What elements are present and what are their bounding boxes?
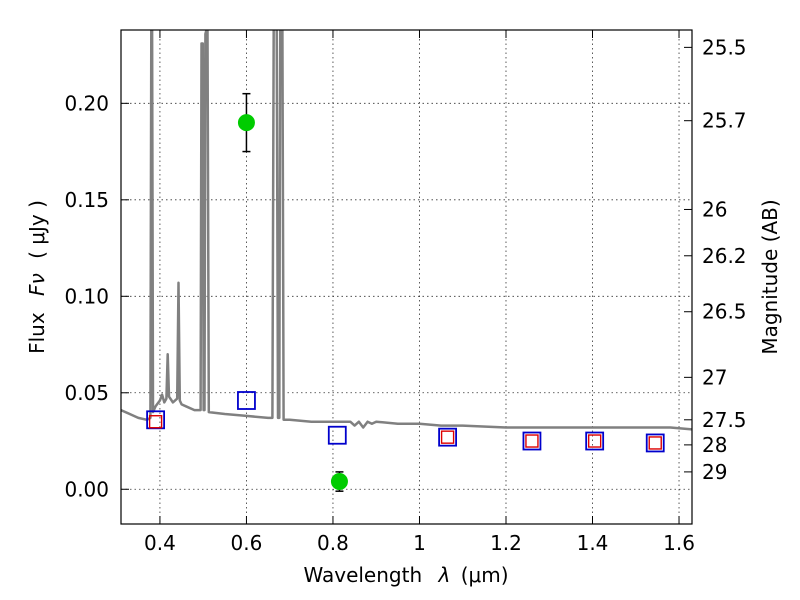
x-axis-label-text: Wavelength	[303, 563, 422, 587]
observed-photometry-marker	[440, 430, 455, 444]
x-tick-label: 1.6	[663, 531, 695, 555]
model-photometry-marker	[645, 433, 665, 453]
plot-frame	[120, 29, 693, 525]
y2-axis-label: Magnitude (AB)	[758, 199, 782, 354]
model-photometry-marker	[327, 425, 347, 445]
detection-point	[330, 473, 348, 491]
x-tick-label: 0.6	[231, 531, 263, 555]
detection-point	[237, 114, 255, 132]
x-tick-label: 0.8	[317, 531, 349, 555]
model-photometry-marker	[522, 431, 542, 451]
y-tick-label: 0.00	[64, 477, 109, 501]
x-axis-label: Wavelength λ (μm)	[303, 563, 508, 587]
model-photometry-marker	[438, 427, 457, 447]
y2-tick-label: 28	[702, 433, 727, 457]
observed-photometry-marker	[525, 434, 539, 448]
y-tick-label: 0.05	[64, 381, 109, 405]
tick-layer: 0.4 0.6 0.8 1 1.2 1.4 1.6 0.00 0.05 0.10 0.15 0.20 2…	[64, 30, 747, 555]
y2-tick-label: 27	[702, 365, 727, 389]
y-tick-label: 0.20	[64, 91, 109, 115]
y2-tick-label: 25.7	[702, 109, 747, 133]
x-tick-label: 0.4	[144, 531, 176, 555]
x-tick-label: 1.4	[577, 531, 609, 555]
y-tick-label: 0.15	[64, 188, 109, 212]
y2-tick-label: 25.5	[702, 35, 747, 59]
y-axis-label-symbol: Fν	[25, 273, 49, 296]
sed-line-layer	[121, 30, 692, 431]
x-axis-label-unit: (μm)	[461, 563, 509, 587]
observed-photometry-marker	[648, 436, 662, 450]
observed-photometry-marker	[148, 415, 163, 429]
y-tick-label: 0.10	[64, 284, 109, 308]
observed-photometry-marker	[587, 434, 602, 448]
y2-tick-label: 27.5	[702, 408, 747, 432]
sed-line	[121, 30, 692, 431]
y2-tick-label: 26.5	[702, 300, 747, 324]
marker-layer	[146, 92, 665, 492]
y2-tick-label: 26	[702, 197, 727, 221]
y-axis-label: Flux Fν ( μJy )	[25, 200, 49, 354]
y-axis-label-unit: ( μJy )	[25, 200, 49, 259]
model-photometry-marker	[585, 431, 605, 451]
x-tick-label: 1	[413, 531, 426, 555]
y2-tick-label: 26.2	[702, 244, 747, 268]
model-photometry-marker	[237, 391, 256, 410]
y-axis-label-text: Flux	[25, 312, 49, 354]
x-tick-label: 1.2	[490, 531, 522, 555]
x-axis-label-symbol: λ	[438, 563, 451, 587]
y2-tick-label: 29	[702, 460, 727, 484]
